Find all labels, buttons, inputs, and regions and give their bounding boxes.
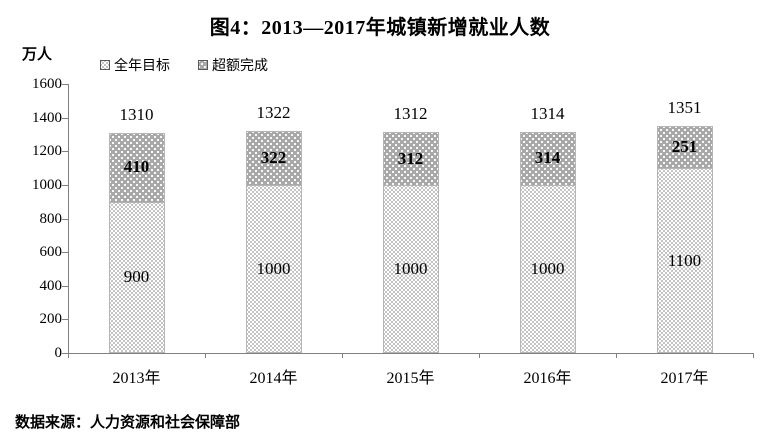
y-axis-line: [68, 84, 69, 354]
data-source: 数据来源：人力资源和社会保障部: [15, 414, 241, 431]
bar-segment-target: [656, 168, 713, 353]
bar-segment-excess: [245, 130, 302, 186]
bar-excess-value-label: 314: [534, 148, 561, 168]
bar-segment-target: [108, 201, 165, 353]
bar-segment-excess: [656, 125, 713, 170]
bar-total-label: 1314: [530, 104, 565, 124]
x-axis-tick-label: 2016年: [523, 370, 572, 387]
legend-swatch-excess-icon: [198, 60, 208, 70]
x-axis-tick: [342, 353, 343, 358]
legend-label-excess: 超额完成: [212, 57, 268, 73]
bar-segment-excess: [519, 132, 576, 186]
y-axis-tick-label: 1000: [32, 176, 62, 193]
y-axis-tick: [62, 184, 68, 186]
legend-label-target: 全年目标: [114, 57, 170, 73]
bar-target-value-label: 1000: [530, 258, 565, 278]
bar-target-value-label: 1000: [393, 258, 428, 278]
bar-segment-excess: [108, 132, 165, 203]
y-axis-tick-label: 400: [39, 277, 63, 294]
y-axis-tick: [62, 285, 68, 287]
bar-excess-value-label: 322: [260, 147, 287, 167]
x-axis-tick-label: 2013年: [112, 370, 161, 387]
y-axis-tick: [62, 151, 68, 153]
y-axis-tick: [62, 218, 68, 220]
bar-total-label: 1310: [119, 104, 154, 124]
x-axis-tick: [68, 353, 69, 358]
y-axis-tick: [62, 252, 68, 254]
bar-segment-target: [245, 184, 302, 353]
x-axis-tick-label: 2015年: [386, 370, 435, 387]
bar-excess-value-label: 312: [397, 148, 424, 168]
bar-total-label: 1351: [667, 97, 702, 117]
x-axis-tick-label: 2014年: [249, 370, 298, 387]
legend-item-target: 全年目标: [100, 55, 170, 75]
bar-excess-value-label: 410: [123, 157, 150, 177]
y-axis-tick-label: 1200: [32, 143, 62, 160]
y-axis-tick: [62, 84, 68, 85]
y-axis-tick-label: 1600: [32, 76, 62, 92]
x-axis-tick: [616, 353, 617, 358]
y-axis-tick-label: 600: [39, 244, 63, 261]
bar-target-value-label: 1100: [667, 250, 702, 270]
x-axis-tick-label: 2017年: [660, 370, 709, 387]
legend-item-excess: 超额完成: [198, 55, 268, 75]
y-axis-tick-label: 200: [39, 311, 63, 328]
chart-title: 图4：2013—2017年城镇新增就业人数: [209, 17, 551, 39]
bar-total-label: 1322: [256, 102, 291, 122]
bar-target-value-label: 900: [123, 267, 150, 287]
y-axis-tick-label: 800: [39, 210, 63, 227]
bar-segment-target: [519, 184, 576, 353]
y-axis-tick: [62, 353, 68, 354]
bar-target-value-label: 1000: [256, 258, 291, 278]
bar-segment-excess: [382, 132, 439, 186]
y-axis-tick: [62, 319, 68, 321]
bar-excess-value-label: 251: [671, 136, 698, 156]
legend-swatch-target-icon: [100, 60, 110, 70]
y-axis-tick-label: 1400: [32, 109, 62, 126]
legend: 全年目标 超额完成: [100, 55, 268, 75]
x-axis-line: [68, 353, 753, 354]
y-axis-tick: [62, 117, 68, 119]
y-axis-unit-label: 万人: [22, 46, 53, 63]
bar-total-label: 1312: [393, 104, 428, 124]
bar-segment-target: [382, 184, 439, 353]
y-axis-tick-label: 0: [54, 345, 63, 361]
x-axis-tick: [205, 353, 206, 358]
x-axis-tick: [753, 353, 754, 358]
x-axis-tick: [479, 353, 480, 358]
